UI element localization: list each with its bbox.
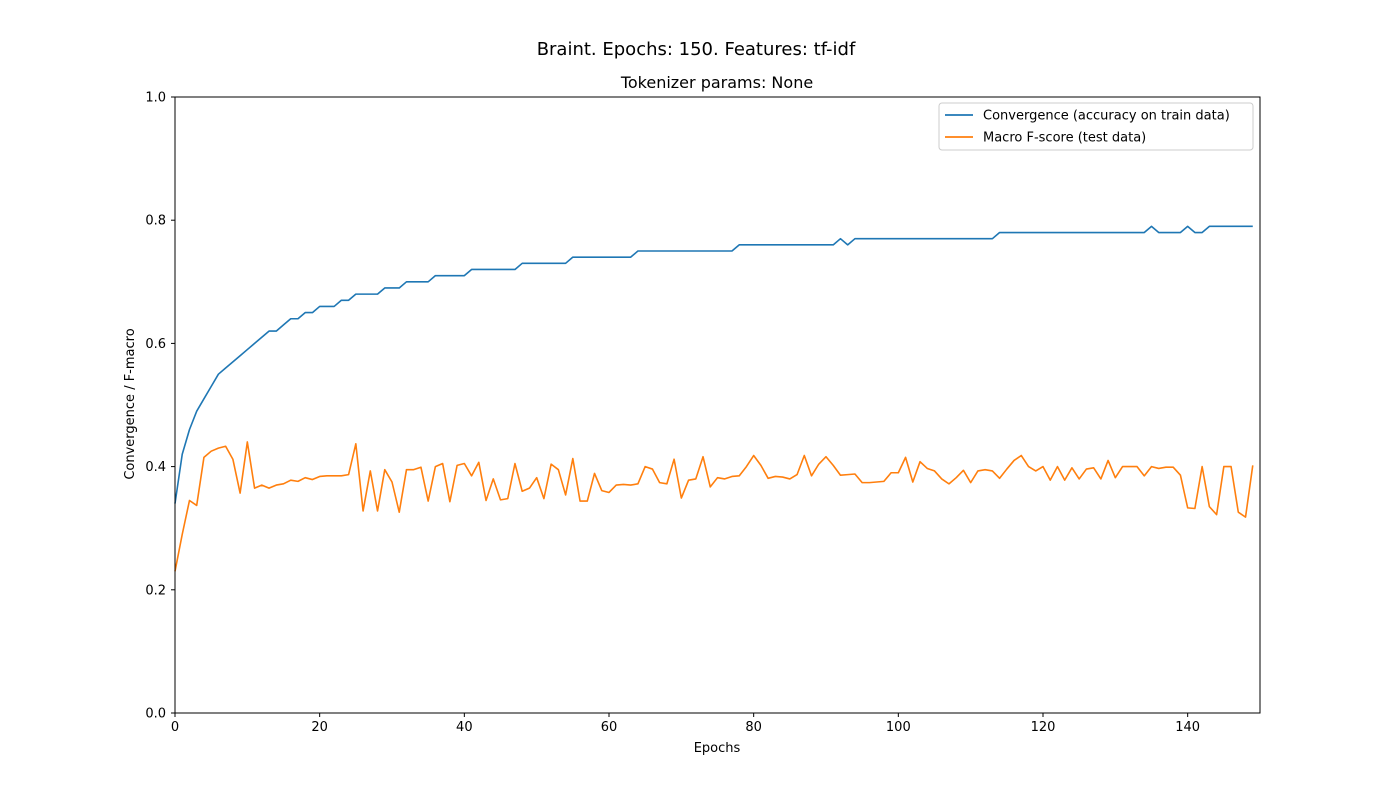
x-tick-label: 120	[1031, 720, 1056, 735]
x-tick-label: 40	[456, 720, 473, 735]
x-tick-label: 140	[1175, 720, 1200, 735]
series-line-2	[174, 441, 1254, 572]
legend-box	[938, 102, 1254, 151]
axes: 0 20 40 60 80 100 120 140 0.0 0.2 0.4 0.6 0.8 1.0	[145, 91, 1261, 735]
plot-area	[174, 225, 1254, 572]
chart-title: Braint. Epochs: 150. Features: tf-idf	[537, 39, 856, 60]
y-axis-label: Convergence / F-macro	[123, 328, 138, 479]
y-tick-label: 0.0	[145, 707, 166, 722]
y-tick-label: 0.2	[145, 583, 166, 598]
legend-label-2: Macro F-score (test data)	[983, 131, 1146, 146]
x-tick-label: 20	[311, 720, 328, 735]
x-tick-label: 100	[886, 720, 911, 735]
x-tick-label: 0	[171, 720, 179, 735]
chart-subtitle: Tokenizer params: None	[620, 73, 813, 92]
y-tick-label: 0.8	[145, 214, 166, 229]
plot-frame	[174, 96, 1261, 714]
y-tick-label: 1.0	[145, 91, 166, 106]
x-axis-label: Epochs	[694, 741, 741, 756]
x-tick-label: 80	[745, 720, 762, 735]
x-tick-label: 60	[601, 720, 618, 735]
y-tick-label: 0.4	[145, 460, 166, 475]
legend: Convergence (accuracy on train data) Macr…	[938, 102, 1254, 151]
y-tick-label: 0.6	[145, 337, 166, 352]
legend-label-1: Convergence (accuracy on train data)	[983, 109, 1230, 124]
series-line-1	[174, 225, 1253, 504]
